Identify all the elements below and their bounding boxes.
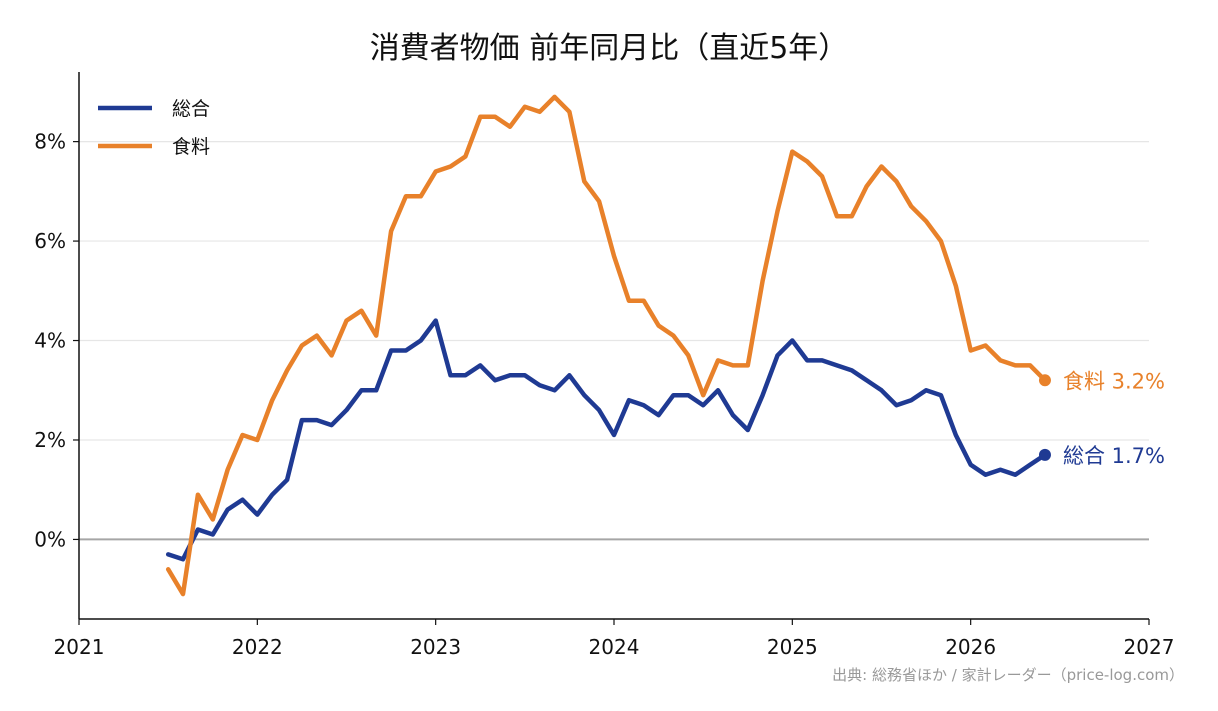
x-tick-label-6: 2027 xyxy=(1124,635,1175,659)
y-tick-label-2: 4% xyxy=(34,329,66,353)
y-tick-label-4: 8% xyxy=(34,130,66,154)
legend-label-0: 総合 xyxy=(172,98,210,120)
legend-label-1: 食料 xyxy=(172,136,210,158)
x-tick-label-4: 2025 xyxy=(767,635,818,659)
series-end-label-0: 総合 1.7% xyxy=(1063,444,1165,468)
x-tick-label-3: 2024 xyxy=(589,635,640,659)
source-note: 出典: 総務省ほか / 家計レーダー（price-log.com） xyxy=(832,666,1184,684)
x-tick-label-2: 2023 xyxy=(410,635,461,659)
series-end-label-1: 食料 3.2% xyxy=(1063,369,1165,393)
axes xyxy=(73,72,1150,625)
tick-labels: 0% 2% 4% 6% 8% 2021 2022 2023 2024 2025 2026 2027 xyxy=(34,130,1174,659)
y-tick-label-1: 2% xyxy=(34,428,66,452)
chart-title: 消費者物価 前年同月比（直近5年） xyxy=(370,31,849,66)
series-end-markers: 総合 1.7% 食料 3.2% xyxy=(1038,369,1165,468)
series-end-point-0 xyxy=(1038,448,1051,461)
series-line-0 xyxy=(165,318,1048,562)
grid-lines xyxy=(79,141,1149,541)
x-tick-label-1: 2022 xyxy=(232,635,283,659)
series-lines xyxy=(165,94,1048,597)
series-line-1 xyxy=(165,94,1048,597)
y-tick-label-3: 6% xyxy=(34,229,66,253)
series-end-point-1 xyxy=(1038,374,1051,387)
x-tick-label-0: 2021 xyxy=(54,635,105,659)
y-tick-label-0: 0% xyxy=(34,527,66,551)
x-tick-label-5: 2026 xyxy=(945,635,996,659)
